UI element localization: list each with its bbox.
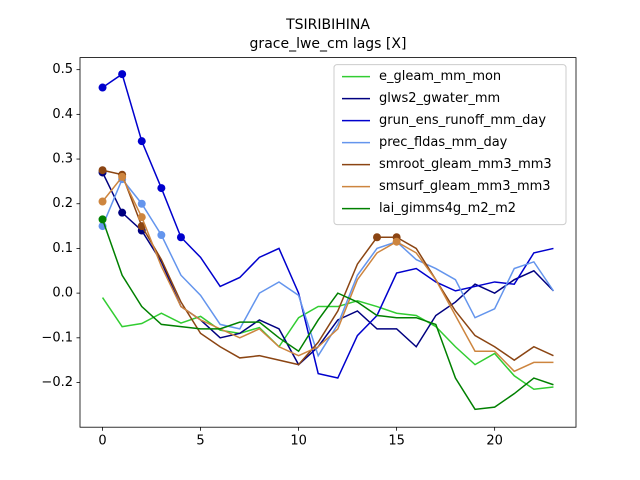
series-line — [101, 177, 555, 358]
legend-box — [333, 64, 567, 226]
significant-marker — [373, 233, 382, 242]
significant-marker — [392, 237, 401, 246]
series-line — [101, 219, 554, 411]
significant-marker — [118, 70, 127, 79]
series-line — [102, 169, 554, 366]
series-line — [102, 72, 554, 379]
series-line — [101, 175, 554, 373]
x-tick-label: 20 — [486, 434, 503, 449]
x-tick-label: 5 — [196, 434, 204, 449]
legend-label: prec_fldas_mm_day — [379, 135, 508, 150]
x-tick-label: 15 — [388, 434, 405, 449]
x-tick-label: 0 — [98, 434, 106, 449]
significant-marker — [98, 166, 107, 175]
legend-label: lai_gimms4g_m2_m2 — [379, 201, 516, 216]
y-tick-label: −0.2 — [41, 375, 73, 390]
significant-marker — [137, 137, 146, 146]
y-tick-label: 0.5 — [52, 62, 73, 77]
y-tick-label: 0.2 — [52, 196, 73, 211]
chart-title: TSIRIBIHINA — [285, 17, 370, 33]
legend-label: e_gleam_mm_mon — [379, 69, 501, 84]
significant-marker — [157, 184, 166, 193]
significant-marker — [98, 215, 107, 224]
plot-frame — [79, 57, 577, 428]
chart-subtitle: grace_lwe_cm lags [X] — [250, 36, 407, 52]
significant-marker — [176, 233, 185, 242]
legend: e_gleam_mm_mon glws2_gwater_mm grun_ens_ru… — [333, 64, 567, 226]
legend-label: grun_ens_runoff_mm_day — [379, 113, 546, 128]
x-tick-label: 10 — [290, 434, 307, 449]
significant-marker — [98, 83, 107, 92]
y-tick-label: −0.1 — [41, 330, 73, 345]
y-tick-label: 0.3 — [52, 152, 73, 167]
y-tick-label: 0.4 — [52, 107, 73, 122]
significant-marker — [157, 231, 166, 240]
significant-marker — [118, 172, 127, 181]
significant-marker — [137, 199, 146, 208]
significant-marker — [137, 213, 146, 222]
significant-marker — [98, 197, 107, 206]
legend-label: smsurf_gleam_mm3_mm3 — [379, 179, 551, 194]
significant-marker — [118, 208, 127, 217]
legend-label: glws2_gwater_mm — [379, 91, 500, 106]
legend-label: smroot_gleam_mm3_mm3 — [379, 157, 552, 172]
y-tick-label: 0.1 — [52, 241, 73, 256]
y-tick-label: 0.0 — [52, 286, 73, 301]
